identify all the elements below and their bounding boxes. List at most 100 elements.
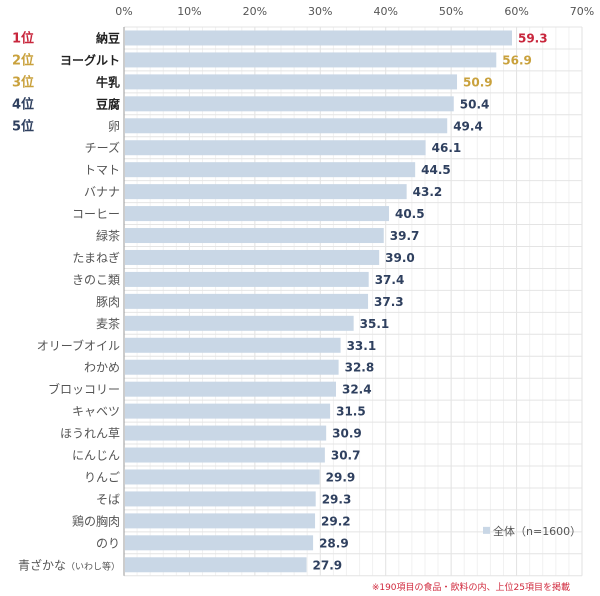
x-tick-label: 30%	[308, 5, 332, 18]
x-tick-label: 10%	[177, 5, 201, 18]
category-name: オリーブオイル	[37, 338, 120, 353]
category-label: キャベツ	[72, 405, 120, 419]
legend-label: 全体（n=1600）	[493, 524, 581, 538]
category-name: 青ざかな	[18, 557, 66, 572]
value-label: 37.4	[375, 273, 405, 287]
category-label: コーヒー	[72, 207, 120, 221]
bar	[125, 30, 512, 46]
bar	[125, 425, 327, 441]
bar	[125, 52, 497, 68]
bar	[125, 162, 416, 178]
category-label: 卵	[108, 119, 120, 133]
value-label: 31.5	[336, 405, 366, 419]
bar	[125, 96, 454, 112]
category-name: きのこ類	[72, 273, 120, 287]
category-label: 豆腐	[96, 96, 120, 111]
value-label: 49.4	[453, 119, 483, 133]
bar	[125, 381, 336, 397]
category-name: 牛乳	[96, 74, 120, 89]
value-label: 50.4	[460, 97, 490, 111]
x-tick-label: 70%	[570, 5, 594, 18]
bar	[125, 184, 407, 200]
category-label: りんご	[84, 469, 120, 484]
category-name: ブロッコリー	[48, 382, 120, 397]
category-name: わかめ	[84, 361, 120, 375]
bar	[125, 359, 339, 375]
category-name: 緑茶	[96, 228, 120, 243]
value-label: 32.4	[342, 383, 372, 397]
rank-label: 3位	[12, 74, 34, 90]
category-label: にんじん	[72, 449, 120, 463]
category-name: 豆腐	[96, 96, 120, 111]
rank-label: 4位	[12, 96, 34, 112]
category-label: 麦茶	[96, 316, 120, 331]
value-label: 39.7	[390, 229, 420, 243]
value-label: 43.2	[413, 185, 443, 199]
category-label: のり	[96, 536, 120, 550]
category-label: ブロッコリー	[48, 382, 120, 397]
category-name: ヨーグルト	[60, 52, 120, 67]
category-label: そば	[96, 492, 120, 506]
value-label: 27.9	[313, 558, 343, 572]
category-name: 卵	[108, 119, 120, 133]
category-name: 麦茶	[96, 316, 120, 331]
bar	[125, 293, 369, 309]
legend-swatch	[483, 526, 490, 534]
bar	[125, 271, 369, 287]
category-label: 青ざかな（いわし等）	[18, 557, 120, 572]
bar	[125, 337, 341, 353]
bar	[125, 403, 331, 419]
bar	[125, 206, 389, 222]
category-name: 鶏の胸肉	[72, 513, 120, 528]
bar	[125, 513, 316, 529]
value-label: 39.0	[385, 251, 415, 265]
bar	[125, 469, 320, 485]
category-note: （いわし等）	[66, 560, 120, 572]
category-name: りんご	[84, 469, 120, 484]
category-label: ヨーグルト	[60, 52, 120, 67]
category-name: ほうれん草	[60, 427, 120, 441]
value-label: 32.8	[345, 361, 375, 375]
x-tick-label: 60%	[504, 5, 528, 18]
bar	[125, 118, 448, 134]
value-label: 59.3	[518, 31, 548, 45]
x-tick-label: 0%	[115, 5, 132, 18]
x-tick-label: 20%	[243, 5, 267, 18]
category-label: きのこ類	[72, 273, 120, 287]
value-label: 44.5	[421, 163, 451, 177]
footnote: ※190項目の食品・飲料の内、上位25項目を掲載	[372, 581, 570, 593]
category-label: わかめ	[84, 361, 120, 375]
category-name: 豚肉	[96, 295, 120, 309]
category-name: にんじん	[72, 449, 120, 463]
x-tick-label: 50%	[439, 5, 463, 18]
rank-label: 5位	[12, 118, 34, 134]
bar	[125, 557, 307, 573]
bar	[125, 140, 426, 156]
value-label: 40.5	[395, 207, 425, 221]
value-label: 50.9	[463, 75, 493, 89]
category-label: バナナ	[84, 185, 120, 199]
category-name: たまねぎ	[72, 251, 120, 265]
category-label: オリーブオイル	[37, 338, 120, 353]
category-label: 牛乳	[96, 74, 120, 89]
bar	[125, 315, 354, 331]
bar	[125, 74, 458, 90]
category-label: たまねぎ	[72, 251, 120, 265]
value-label: 30.9	[332, 427, 362, 441]
category-label: チーズ	[85, 140, 120, 155]
category-name: トマト	[84, 163, 120, 177]
rank-label: 2位	[12, 52, 34, 68]
value-label: 33.1	[347, 339, 377, 353]
category-name: 納豆	[96, 30, 120, 45]
value-label: 29.3	[322, 492, 352, 506]
value-label: 35.1	[360, 317, 390, 331]
value-label: 30.7	[331, 449, 361, 463]
category-label: ほうれん草	[60, 427, 120, 441]
category-name: そば	[96, 492, 120, 506]
category-label: 緑茶	[96, 228, 120, 243]
value-label: 46.1	[432, 141, 462, 155]
bar	[125, 447, 325, 463]
category-name: キャベツ	[72, 405, 120, 419]
rank-label: 1位	[12, 30, 34, 46]
